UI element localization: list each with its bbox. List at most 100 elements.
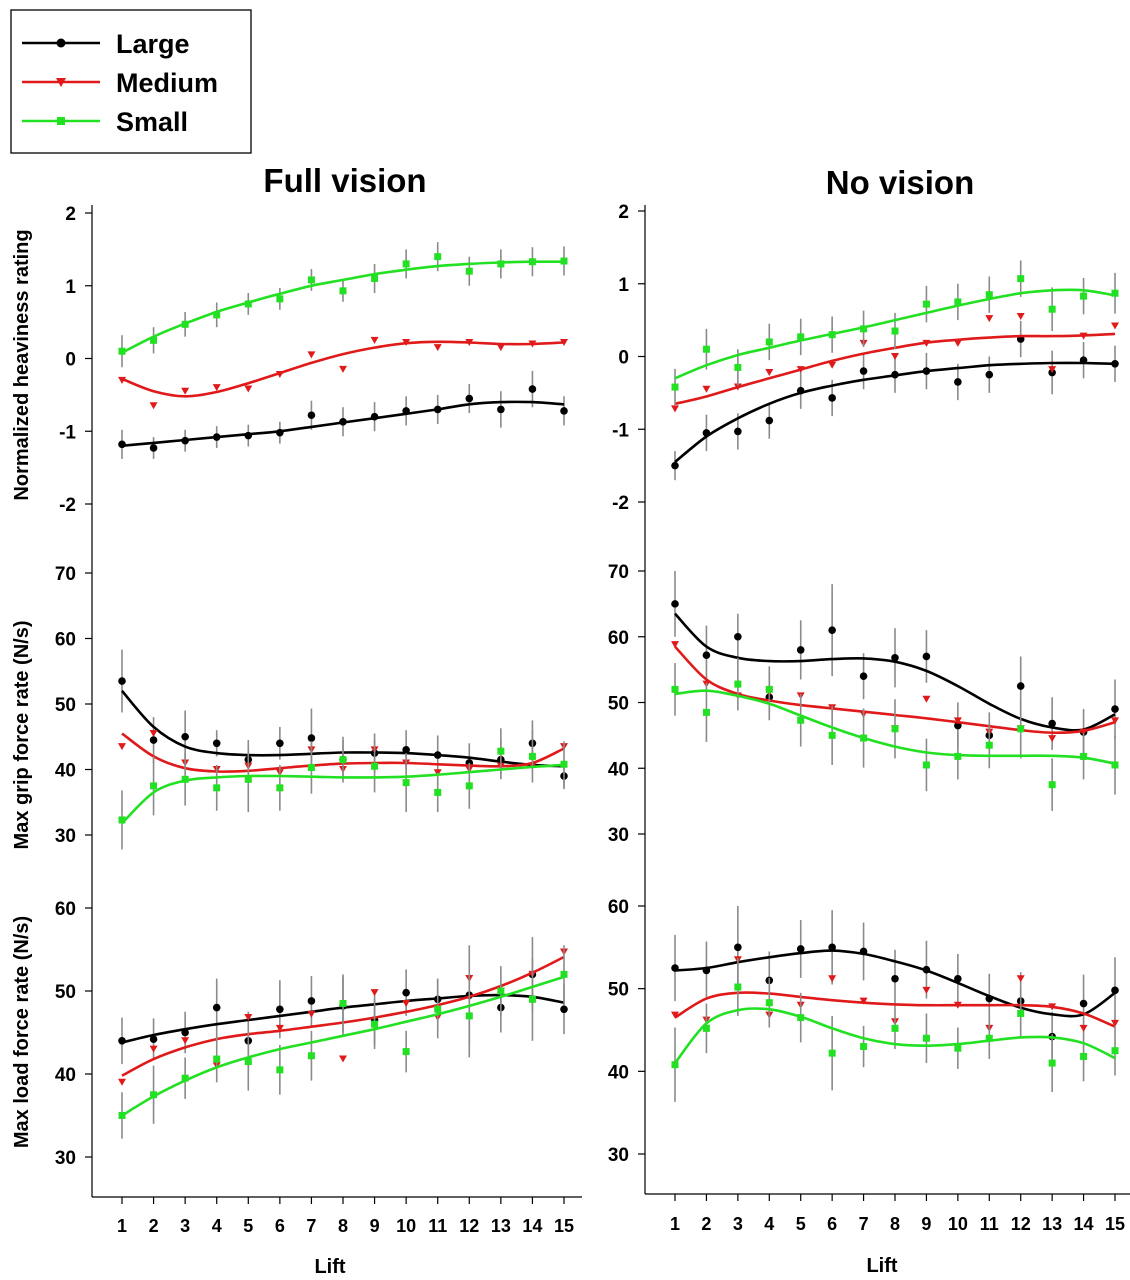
data-point-medium	[402, 999, 411, 1007]
data-point-medium	[560, 338, 568, 346]
data-point-large	[1016, 682, 1025, 690]
data-point-large	[796, 386, 805, 395]
data-point-small	[671, 383, 679, 391]
data-point-large	[828, 626, 836, 634]
data-point-small	[371, 1020, 379, 1028]
x-tick-label: 11	[980, 1214, 999, 1234]
y-tick-label: 50	[55, 695, 76, 716]
data-point-medium	[118, 376, 126, 384]
y-tick-label: 30	[608, 825, 629, 846]
y-tick-label: 1	[65, 277, 76, 298]
data-point-small	[528, 995, 536, 1003]
data-point-small	[828, 731, 836, 739]
x-tick-label: 1	[670, 1214, 680, 1234]
x-tick-label: 10	[948, 1214, 968, 1234]
data-point-small	[402, 1048, 410, 1056]
data-point-large	[891, 653, 899, 662]
data-point-medium	[339, 1055, 347, 1063]
fit-curve-large	[674, 949, 1116, 1018]
right-x-axis-title: Lift	[866, 1255, 897, 1277]
data-point-large	[118, 440, 126, 449]
fit-curve-large	[674, 612, 1116, 732]
data-point-small	[891, 1024, 899, 1032]
data-point-large	[859, 367, 868, 375]
data-point-small	[1048, 781, 1056, 789]
data-point-medium	[275, 1024, 284, 1032]
x-tick-label: 11	[428, 1216, 447, 1236]
legend-entry-small: Small	[22, 107, 188, 137]
column-title-full-vision: Full vision	[263, 162, 426, 199]
y-axis-title-grip: Max grip force rate (N/s)	[11, 621, 33, 850]
data-point-small	[465, 267, 473, 275]
data-point-large	[528, 385, 537, 393]
data-point-large	[796, 646, 805, 654]
x-tick-label: 10	[396, 1216, 416, 1236]
data-point-small	[828, 1049, 836, 1057]
data-point-small	[922, 300, 930, 308]
data-point-large	[307, 411, 316, 420]
data-point-small	[702, 1024, 710, 1032]
fit-curve-medium	[121, 340, 565, 398]
data-point-large	[859, 672, 868, 680]
data-point-small	[860, 734, 868, 742]
data-point-large	[212, 739, 221, 748]
data-point-small	[181, 320, 189, 328]
y-tick-label: -2	[59, 495, 76, 516]
data-point-small	[797, 1014, 805, 1022]
data-point-small	[276, 1066, 284, 1074]
data-point-small	[181, 1074, 189, 1082]
data-point-large	[702, 966, 711, 975]
data-point-small	[307, 764, 315, 772]
data-point-large	[1048, 719, 1056, 728]
data-point-large	[985, 994, 994, 1003]
data-point-large	[276, 1005, 284, 1014]
data-point-small	[797, 716, 805, 724]
data-point-large	[954, 974, 962, 983]
x-tick-label: 7	[859, 1214, 869, 1234]
data-point-medium	[922, 695, 931, 703]
data-point-medium	[1016, 312, 1025, 320]
x-tick-label: 5	[796, 1214, 806, 1234]
data-point-small	[371, 762, 379, 770]
y-tick-label: 30	[608, 1145, 629, 1166]
y-tick-label: 40	[55, 761, 76, 782]
data-point-large	[734, 632, 742, 641]
data-point-large	[765, 416, 774, 425]
data-point-small	[702, 708, 710, 716]
data-point-large	[891, 370, 899, 379]
data-point-small	[1017, 275, 1025, 283]
data-point-large	[985, 370, 994, 379]
data-point-small	[402, 779, 410, 787]
y-tick-label: 30	[55, 826, 76, 847]
y-tick-label: 60	[55, 630, 76, 651]
fit-curve-small	[673, 1007, 1116, 1064]
y-tick-label: 70	[55, 564, 76, 585]
data-point-medium	[922, 986, 931, 994]
data-point-medium	[370, 989, 379, 997]
x-tick-label: 3	[180, 1216, 190, 1236]
data-point-small	[1111, 761, 1119, 769]
data-point-small	[339, 287, 347, 295]
left-x-tick-labels: 1 2 3 4 5 6 7 8 9 10 11 12 13 14 15	[117, 1216, 574, 1236]
data-point-small	[860, 1043, 868, 1051]
legend-marker-small	[57, 117, 65, 125]
right-x-ticks	[674, 1194, 1116, 1201]
data-point-small	[985, 1034, 993, 1042]
y-tick-label: 40	[608, 759, 629, 780]
fit-curve-small	[121, 763, 565, 825]
x-tick-label: 4	[212, 1216, 222, 1236]
legend-marker-medium	[56, 78, 66, 87]
data-point-small	[765, 685, 773, 693]
data-point-medium	[1048, 1003, 1057, 1011]
data-point-large	[370, 412, 379, 421]
data-point-large	[181, 732, 189, 741]
y-tick-label: -2	[612, 493, 629, 514]
data-point-medium	[465, 338, 474, 346]
data-point-small	[244, 1058, 252, 1066]
x-tick-label: 5	[243, 1216, 253, 1236]
y-tick-label: 60	[608, 628, 629, 649]
data-point-large	[1079, 999, 1088, 1008]
data-point-medium	[1048, 366, 1057, 374]
y-axis-title-heaviness: Normalized heaviness rating	[11, 229, 33, 500]
